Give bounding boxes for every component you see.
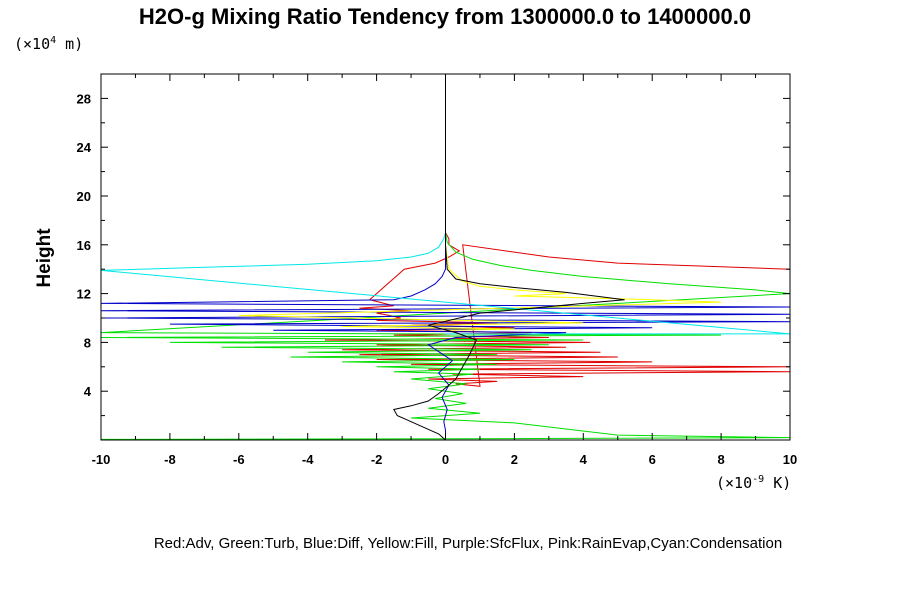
y-tick-label: 28 [77,91,91,106]
y-tick-label: 20 [77,189,91,204]
x-unit-prefix: (×10 [716,474,752,492]
x-tick-label: 10 [783,452,797,467]
x-tick-label: -4 [302,452,314,467]
series-line-3 [238,74,722,331]
y-unit-exponent: 4 [50,35,56,46]
series-line-1 [100,74,791,440]
series-line-0 [324,74,791,387]
series-line-4 [100,74,791,335]
x-tick-label: 0 [442,452,449,467]
y-unit-suffix: m) [56,35,83,53]
y-tick-label: 4 [84,384,92,399]
y-axis-label: Height [34,228,55,288]
x-tick-label: 6 [649,452,656,467]
x-tick-label: -6 [233,452,245,467]
series-line-5 [393,74,625,441]
x-tick-label: 4 [580,452,588,467]
x-unit-label: (×10-9 K) [716,474,791,492]
x-tick-label: -10 [92,452,111,467]
y-unit-label: (×104 m) [14,35,83,53]
y-tick-label: 12 [77,287,91,302]
y-unit-prefix: (×10 [14,35,50,53]
x-unit-suffix: K) [764,474,791,492]
chart-title: H2O-g Mixing Ratio Tendency from 1300000… [139,4,751,29]
y-tick-label: 24 [77,140,92,155]
legend-text: Red:Adv, Green:Turb, Blue:Diff, Yellow:F… [154,535,782,552]
x-tick-label: 2 [511,452,518,467]
x-tick-label: 8 [717,452,724,467]
y-tick-label: 16 [77,238,91,253]
x-tick-label: -2 [371,452,383,467]
x-tick-label: -8 [164,452,176,467]
y-tick-label: 8 [84,335,91,350]
x-unit-exponent: -9 [752,474,764,485]
